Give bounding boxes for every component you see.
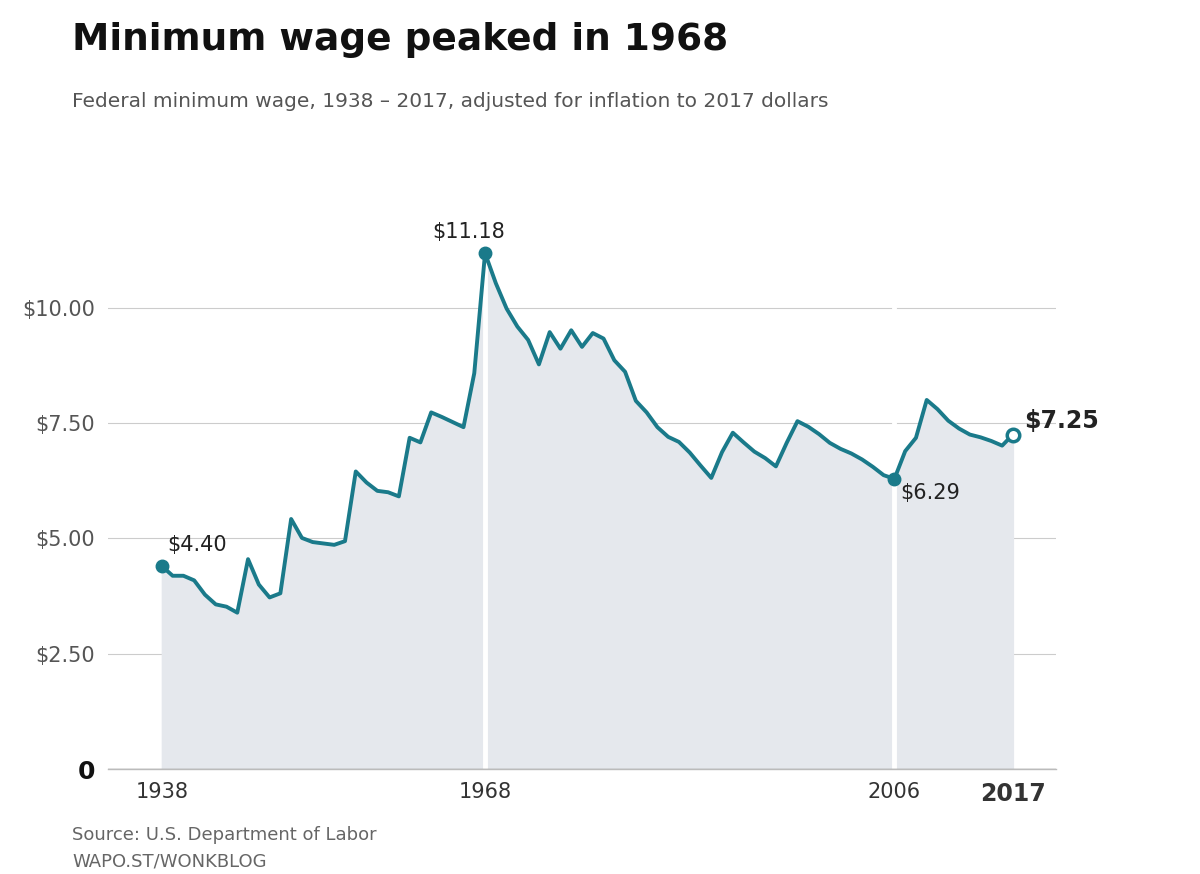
Text: Source: U.S. Department of Labor: Source: U.S. Department of Labor (72, 826, 377, 844)
Text: WAPO.ST/WONKBLOG: WAPO.ST/WONKBLOG (72, 852, 266, 871)
Text: Federal minimum wage, 1938 – 2017, adjusted for inflation to 2017 dollars: Federal minimum wage, 1938 – 2017, adjus… (72, 92, 828, 111)
Text: $7.25: $7.25 (1024, 409, 1098, 433)
Text: $4.40: $4.40 (167, 535, 227, 554)
Text: Minimum wage peaked in 1968: Minimum wage peaked in 1968 (72, 22, 728, 58)
Text: $11.18: $11.18 (432, 222, 505, 241)
Text: $6.29: $6.29 (900, 483, 960, 503)
